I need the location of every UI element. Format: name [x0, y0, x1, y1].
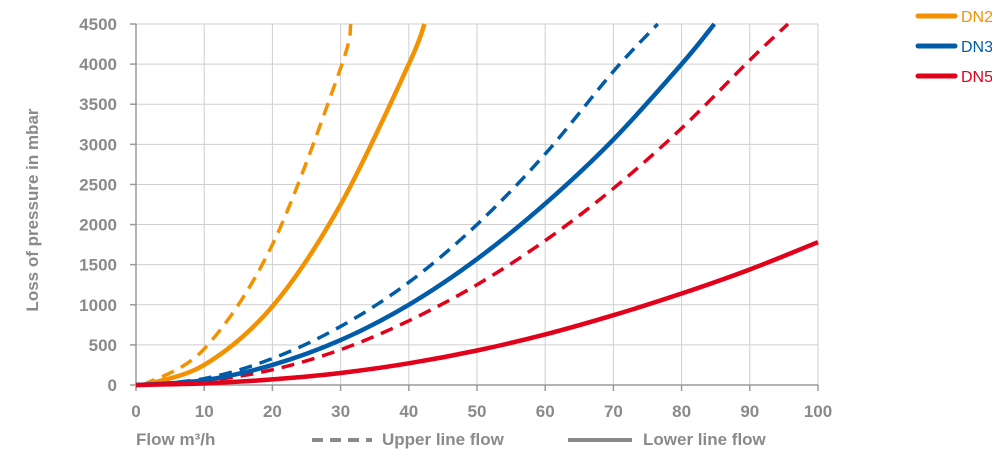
- y-tick-label: 1000: [79, 296, 117, 315]
- series-dn38-upper-line: [135, 22, 660, 387]
- series-layer: [135, 22, 819, 388]
- x-axis-title: Flow m³/h: [136, 430, 215, 449]
- x-tick-label: 30: [331, 402, 350, 421]
- line-style-legend: Upper line flow Lower line flow: [312, 430, 767, 449]
- y-tick-label: 1500: [79, 256, 117, 275]
- y-tick-label: 4000: [79, 55, 117, 74]
- legend-label-dn51: DN51: [961, 69, 992, 86]
- y-tick-label: 2000: [79, 216, 117, 235]
- x-tick-label: 60: [536, 402, 555, 421]
- x-tick-label: 20: [263, 402, 282, 421]
- x-tick-label: 80: [672, 402, 691, 421]
- series-dn38-lower-line: [135, 22, 717, 388]
- series-legend: DN25 DN38 DN51: [915, 9, 992, 86]
- x-tick-label: 100: [804, 402, 832, 421]
- x-tick-label: 10: [195, 402, 214, 421]
- series-dn25-lower-line: [142, 23, 427, 388]
- upper-line-flow-label: Upper line flow: [382, 430, 505, 449]
- y-tick-label: 500: [89, 336, 117, 355]
- x-tick-label: 0: [131, 402, 140, 421]
- x-tick-label: 90: [740, 402, 759, 421]
- series-dn51-lower-line: [135, 240, 819, 388]
- grid: [130, 23, 819, 391]
- y-axis-title: Loss of pressure in mbar: [23, 108, 42, 311]
- y-tick-label: 3000: [79, 135, 117, 154]
- y-tick-label: 0: [108, 376, 117, 395]
- x-tick-label: 70: [604, 402, 623, 421]
- lower-line-flow-label: Lower line flow: [643, 430, 767, 449]
- y-tick-label: 4500: [79, 15, 117, 34]
- tick-labels: 0 10 20 30 40 50 60 70 80 90 100050010001500200025…: [79, 15, 832, 421]
- y-tick-label: 3500: [79, 95, 117, 114]
- x-tick-label: 40: [399, 402, 418, 421]
- series-dn25-upper-line: [141, 23, 353, 387]
- legend-label-dn38: DN38: [961, 39, 992, 56]
- series-dn51-upper-line: [135, 22, 790, 387]
- y-tick-label: 2500: [79, 175, 117, 194]
- x-tick-label: 50: [468, 402, 487, 421]
- legend-label-dn25: DN25: [961, 9, 992, 26]
